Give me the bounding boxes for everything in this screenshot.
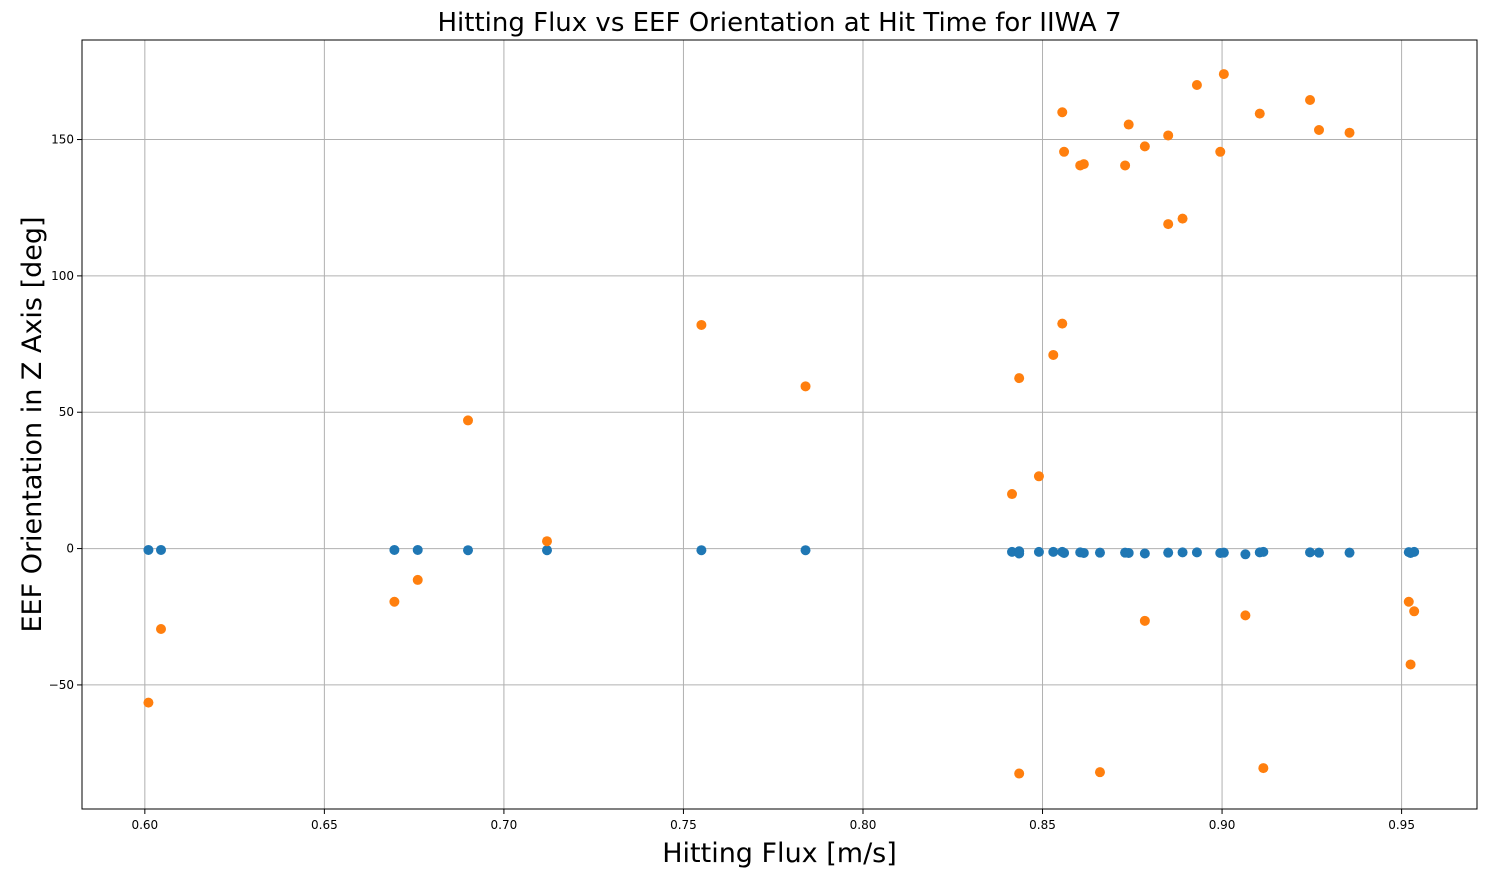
x-tick-label: 0.60 [131, 818, 158, 832]
data-point-series-2 [1163, 219, 1174, 230]
data-point-series-2 [1218, 69, 1229, 80]
data-point-series-2 [1177, 213, 1188, 224]
data-points [143, 69, 1420, 779]
data-point-series-2 [1094, 767, 1105, 778]
data-point-series-1 [1409, 546, 1420, 557]
data-point-series-1 [1258, 546, 1269, 557]
data-point-series-2 [542, 536, 552, 547]
data-point-series-2 [1163, 130, 1174, 141]
y-tick-label: 0 [66, 542, 74, 556]
y-tick-label: −50 [49, 678, 74, 692]
x-tick-label: 0.90 [1209, 818, 1236, 832]
data-point-series-2 [1139, 141, 1150, 152]
data-point-series-2 [1123, 119, 1134, 130]
data-point-series-2 [1048, 349, 1059, 360]
data-point-series-2 [1057, 318, 1068, 329]
y-axis-label: EEF Orientation in Z Axis [deg] [17, 216, 48, 632]
data-point-series-1 [463, 545, 474, 556]
data-point-series-2 [389, 596, 400, 607]
data-point-series-1 [1305, 547, 1316, 558]
chart-title: Hitting Flux vs EEF Orientation at Hit T… [437, 8, 1121, 38]
data-point-series-2 [412, 574, 423, 585]
data-point-series-2 [1007, 489, 1017, 500]
data-point-series-2 [1215, 146, 1226, 157]
data-point-series-2 [1258, 763, 1269, 774]
x-tick-label: 0.65 [311, 818, 338, 832]
data-point-series-1 [1033, 546, 1044, 557]
data-point-series-1 [412, 544, 423, 555]
data-point-series-1 [542, 545, 552, 556]
data-point-series-2 [1344, 127, 1355, 138]
grid [82, 40, 1477, 809]
x-tick-label: 0.75 [670, 818, 697, 832]
data-point-series-2 [1403, 596, 1414, 607]
data-point-series-1 [1078, 547, 1089, 558]
data-point-series-1 [1059, 547, 1070, 558]
plot-area-frame [81, 39, 1478, 810]
x-tick-label: 0.85 [1029, 818, 1056, 832]
y-tick-label: 50 [59, 405, 74, 419]
data-point-series-2 [143, 697, 154, 708]
data-point-series-2 [463, 415, 474, 426]
x-tick-label: 0.70 [491, 818, 518, 832]
data-point-series-2 [1314, 124, 1325, 135]
data-point-series-1 [696, 545, 707, 556]
data-point-series-2 [1405, 659, 1416, 670]
data-point-series-1 [1344, 547, 1355, 558]
data-point-series-1 [155, 544, 166, 555]
data-point-series-1 [1014, 548, 1025, 559]
data-point-series-1 [1218, 547, 1229, 558]
data-point-series-1 [800, 545, 811, 556]
data-point-series-2 [1014, 373, 1025, 384]
data-point-series-2 [1120, 160, 1131, 171]
data-point-series-2 [1033, 471, 1044, 482]
data-point-series-2 [1059, 146, 1070, 157]
data-point-series-2 [1078, 159, 1089, 170]
data-point-series-2 [1240, 610, 1251, 621]
data-point-series-2 [155, 624, 166, 635]
data-point-series-1 [143, 544, 154, 555]
data-point-series-2 [1014, 768, 1025, 779]
data-point-series-1 [1094, 547, 1105, 558]
data-point-series-1 [1048, 546, 1059, 557]
y-tick-label: 100 [51, 269, 74, 283]
data-point-series-2 [800, 381, 811, 392]
data-point-series-2 [1057, 107, 1068, 118]
data-point-series-1 [1123, 547, 1134, 558]
data-point-series-1 [1191, 547, 1202, 558]
data-point-series-2 [696, 319, 707, 330]
data-point-series-1 [389, 544, 400, 555]
data-point-series-1 [1177, 547, 1188, 558]
y-tick-label: 150 [51, 133, 74, 147]
x-axis-label: Hitting Flux [m/s] [662, 838, 897, 869]
data-point-series-1 [1163, 547, 1174, 558]
data-point-series-2 [1254, 108, 1265, 119]
data-point-series-2 [1409, 606, 1420, 617]
x-tick-label: 0.80 [850, 818, 877, 832]
data-point-series-2 [1305, 94, 1316, 105]
data-point-series-1 [1314, 547, 1325, 558]
data-point-series-1 [1139, 548, 1150, 559]
x-tick-label: 0.95 [1388, 818, 1415, 832]
data-point-series-2 [1139, 615, 1150, 626]
data-point-series-2 [1191, 79, 1202, 90]
data-point-series-1 [1240, 549, 1251, 560]
axis-ticks: 0.60 0.65 0.70 0.75 0.80 0.85 0.90 0.95 −50 0 50 10… [49, 133, 1415, 832]
